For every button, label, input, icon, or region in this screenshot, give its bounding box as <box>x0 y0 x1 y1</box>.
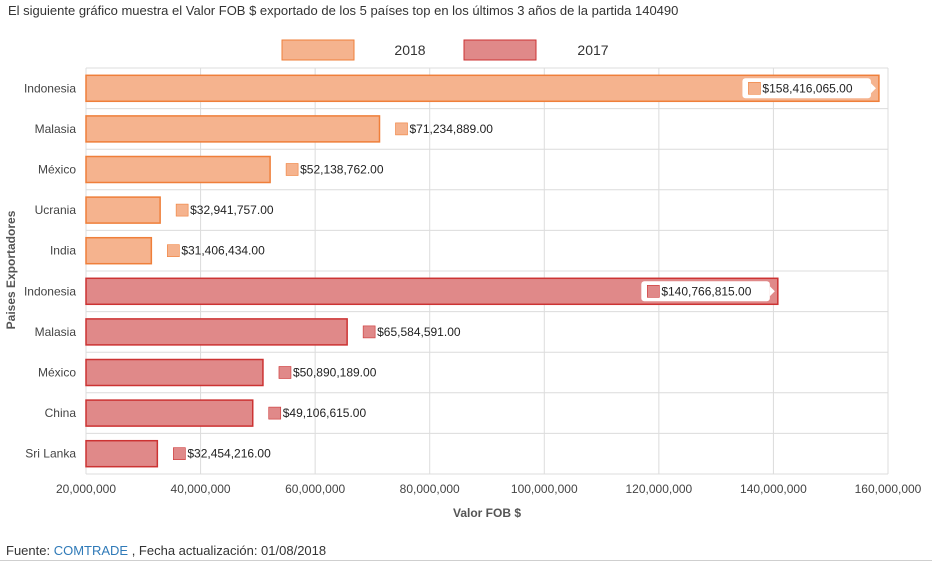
data-label-text: $65,584,591.00 <box>377 325 461 339</box>
data-label-text: $32,941,757.00 <box>190 203 274 217</box>
x-tick-label: 80,000,000 <box>400 482 460 496</box>
legend-swatch <box>463 39 537 61</box>
data-label-swatch <box>647 284 660 298</box>
chart-x-tick-labels: 20,000,000 40,000,000 60,000,000 80,000,000… <box>56 482 922 496</box>
data-label-swatch <box>268 406 282 420</box>
data-label-swatch <box>173 447 186 461</box>
data-label-pointer <box>769 286 775 297</box>
data-label-text: $158,416,065.00 <box>762 81 852 95</box>
data-label: $32,454,216.00 <box>173 447 271 461</box>
data-label-swatch <box>278 366 292 379</box>
x-tick-label: 40,000,000 <box>171 482 231 496</box>
data-label: $158,416,065.00 <box>742 78 876 99</box>
bar-chart: $158,416,065.00 $71,234,889.00 $52,138,762… <box>4 39 922 520</box>
chart-legend[interactable]: 2018 2017 <box>281 39 609 61</box>
bar-2018-malasia[interactable] <box>85 115 381 143</box>
data-label-text: $140,766,815.00 <box>661 284 751 298</box>
data-label: $50,890,189.00 <box>278 366 377 380</box>
footer-suffix: , Fecha actualización: 01/08/2018 <box>128 543 327 558</box>
legend-swatch <box>281 39 355 61</box>
chart-data-labels: $158,416,065.00 $71,234,889.00 $52,138,762… <box>167 78 876 461</box>
bottom-divider <box>0 560 932 561</box>
bar-2017-china[interactable] <box>85 399 254 427</box>
data-label-swatch <box>395 122 408 136</box>
data-label: $140,766,815.00 <box>641 281 775 302</box>
category-label: Indonesia <box>24 81 76 95</box>
legend-label: 2017 <box>577 42 608 58</box>
category-label: México <box>38 163 76 177</box>
comtrade-link[interactable]: COMTRADE <box>53 543 129 558</box>
y-axis-label: Paises Exportadores <box>4 210 18 329</box>
data-label-text: $49,106,615.00 <box>283 406 367 420</box>
category-label: India <box>50 244 76 258</box>
chart-grid <box>85 67 889 475</box>
data-label: $31,406,434.00 <box>167 244 265 258</box>
x-tick-label: 160,000,000 <box>855 482 922 496</box>
data-label-text: $50,890,189.00 <box>293 366 377 380</box>
bar-2017-malasia[interactable] <box>85 318 348 346</box>
data-label-text: $52,138,762.00 <box>300 163 384 177</box>
x-tick-label: 60,000,000 <box>285 482 345 496</box>
data-label-pointer <box>870 83 876 94</box>
x-tick-label: 100,000,000 <box>511 482 578 496</box>
category-label: Sri Lanka <box>25 447 76 461</box>
category-label: Indonesia <box>24 284 76 298</box>
bar-2018-méxico[interactable] <box>85 155 271 184</box>
page-title: El siguiente gráfico muestra el Valor FO… <box>8 3 679 18</box>
legend-item-2018[interactable]: 2018 <box>281 39 426 61</box>
legend-item-2017[interactable]: 2017 <box>463 39 609 61</box>
category-label: Ucrania <box>35 203 77 217</box>
bar-2017-méxico[interactable] <box>85 358 264 387</box>
data-label-bg <box>742 78 871 99</box>
data-label-swatch <box>167 244 180 257</box>
bar-2018-ucrania[interactable] <box>85 196 161 224</box>
data-label-swatch <box>362 325 376 339</box>
chart-category-labels: Indonesia Malasia México Ucrania India Indone… <box>24 81 76 460</box>
data-label-bg <box>641 281 770 302</box>
data-label: $32,941,757.00 <box>175 203 274 217</box>
category-label: China <box>45 406 77 420</box>
bar-2017-sri-lanka[interactable] <box>85 439 159 468</box>
category-label: Malasia <box>35 325 77 339</box>
x-tick-label: 120,000,000 <box>625 482 692 496</box>
x-tick-label: 140,000,000 <box>740 482 807 496</box>
footer-prefix: Fuente: <box>6 543 54 558</box>
data-label: $71,234,889.00 <box>395 122 494 136</box>
data-label-swatch <box>285 163 299 176</box>
data-label-text: $71,234,889.00 <box>410 122 494 136</box>
bar-2018-india[interactable] <box>85 236 153 265</box>
data-label: $52,138,762.00 <box>285 163 384 177</box>
data-label: $65,584,591.00 <box>362 325 461 339</box>
footer-source: Fuente: COMTRADE , Fecha actualización: … <box>6 543 326 558</box>
data-label-text: $32,454,216.00 <box>187 447 271 461</box>
data-label-swatch <box>748 82 761 95</box>
category-label: Malasia <box>35 122 77 136</box>
category-label: México <box>38 366 76 380</box>
data-label: $49,106,615.00 <box>268 406 367 420</box>
x-axis-label: Valor FOB $ <box>453 506 521 520</box>
legend-label: 2018 <box>394 42 425 58</box>
data-label-swatch <box>175 203 189 217</box>
data-label-text: $31,406,434.00 <box>181 244 265 258</box>
x-tick-label: 20,000,000 <box>56 482 116 496</box>
